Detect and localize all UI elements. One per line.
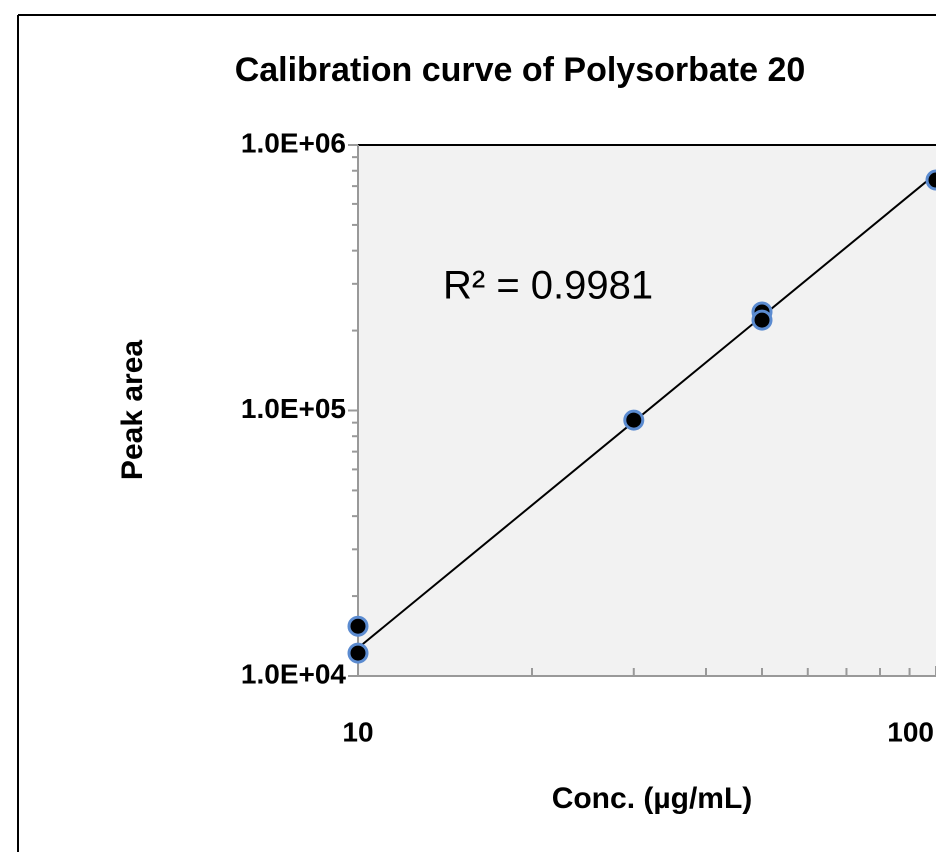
data-point	[623, 409, 645, 431]
data-point	[347, 615, 369, 637]
trendline	[357, 172, 936, 649]
y-axis-title: Peak area	[116, 340, 149, 480]
chart-title: Calibration curve of Polysorbate 20	[235, 51, 806, 89]
x-tick-label: 100	[887, 716, 934, 747]
data-point	[925, 169, 936, 191]
y-tick-label: 1.0E+05	[241, 393, 346, 424]
annotation: R² = 0.9981	[443, 264, 653, 308]
data-point	[347, 642, 369, 664]
y-tick-label: 1.0E+04	[241, 658, 347, 689]
x-axis-title: Conc. (µg/mL)	[552, 782, 753, 815]
x-tick-label: 10	[342, 716, 373, 747]
data-point	[751, 309, 773, 331]
y-tick-label: 1.0E+06	[241, 127, 346, 158]
